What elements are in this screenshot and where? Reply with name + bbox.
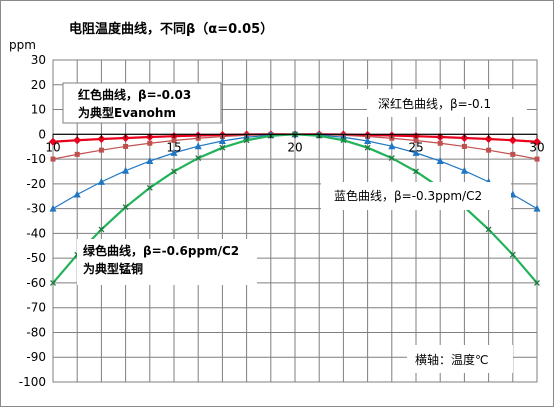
annotation-red-line2: 为典型Evanohm [78,105,176,120]
data-point [509,190,517,198]
annotation-box-darkred [367,89,527,117]
y-tick-label: -90 [26,350,46,364]
data-point [123,143,129,149]
y-tick-label: -100 [19,375,46,389]
data-point [170,148,178,156]
data-point [484,135,493,144]
data-point [50,279,56,286]
x-tick-label: 20 [287,140,302,154]
y-tick-label: -50 [26,251,46,265]
data-point [146,157,154,165]
data-point [49,204,57,212]
data-point [171,138,177,143]
data-point [485,226,492,233]
data-point [388,142,396,150]
annotation-blue: 蓝色曲线，β=-0.3ppm/C2 [334,189,482,203]
annotation-green-line1: 绿色曲线，β=-0.6ppm/C2 [83,243,239,258]
data-point [195,155,202,162]
annotation-box-xaxis-note [407,345,513,373]
data-point [533,204,541,212]
annotation-box-blue [321,182,511,210]
data-point [97,177,105,185]
data-point [73,190,81,198]
data-point [146,184,153,191]
annotation-green-line2: 为典型锰铜 [83,261,143,276]
y-tick-label: 10 [31,103,46,117]
y-tick-label: -70 [26,301,46,315]
y-axis-label: ppm [9,38,36,52]
data-point [533,137,541,146]
data-point [218,136,226,144]
data-point [509,251,516,258]
data-point [534,156,540,162]
annotation-xaxis-note: 横轴：温度℃ [415,352,488,367]
y-tick-label: -30 [26,202,46,216]
data-point [461,143,467,149]
chart-title: 电阻温度曲线，不同β（α=0.05） [69,21,273,37]
x-axis-zero-line [52,133,538,139]
x-tick-labels: 10 15 20 25 30 [45,140,544,154]
data-point [510,151,516,157]
y-tick-label: 30 [31,53,46,67]
data-point [97,135,106,144]
y-tick-label: -60 [26,276,46,290]
y-tick-label: -40 [26,226,46,240]
data-point [49,137,57,146]
data-point [219,144,226,151]
annotation-box-green [77,239,257,285]
data-point [122,204,129,211]
data-point [194,142,202,150]
data-point [98,147,104,153]
data-point [436,157,444,165]
data-point [340,137,347,144]
data-point [364,144,371,151]
data-point [171,168,177,175]
x-tick-label: 30 [529,140,544,154]
x-tick-label: 15 [166,140,181,154]
data-point [50,156,56,162]
data-point [74,151,80,157]
data-point [508,136,517,145]
plot-area-border [52,59,538,383]
data-point [364,136,372,144]
data-point [243,137,250,144]
data-point [460,166,468,174]
y-tick-labels: 30 20 10 0 -10 -20 -30 -40 -50 -60 -70 -80 -90 -100 [19,53,46,389]
x-tick-label: 10 [45,140,60,154]
data-point [147,140,153,146]
y-tick-label: -10 [26,152,46,166]
data-point [437,140,443,146]
annotation-box-red [62,82,222,124]
y-tick-label: 0 [38,127,46,141]
data-point [73,136,82,145]
y-tick-label: -20 [26,177,46,191]
data-point [98,226,105,233]
y-tick-label: 20 [31,78,46,92]
data-point [486,147,492,153]
grid-lines [52,59,538,383]
y-tick-label: -80 [26,325,46,339]
data-point [534,279,540,286]
annotation-red-line1: 红色曲线，β=-0.03 [78,87,191,102]
x-tick-label: 25 [408,140,423,154]
data-point [412,148,420,156]
data-point [413,138,419,143]
data-point [388,155,395,162]
data-point [413,168,419,175]
annotation-darkred: 深红色曲线，β=-0.1 [378,96,491,111]
data-point [122,166,130,174]
